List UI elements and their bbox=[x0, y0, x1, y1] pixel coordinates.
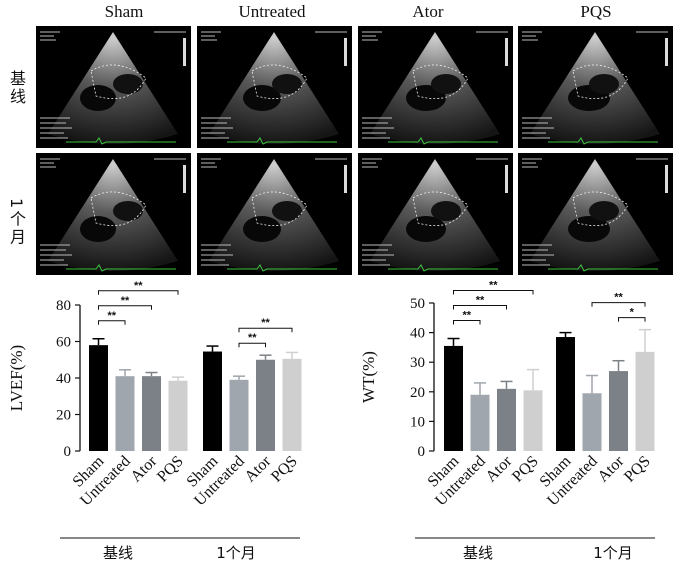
lvef-significance-bracket bbox=[238, 327, 293, 333]
wt-category-label: Ator bbox=[483, 452, 516, 485]
wt-y-tick-label: 30 bbox=[410, 355, 425, 371]
lvef-bar bbox=[203, 351, 222, 451]
wt-bar bbox=[635, 351, 655, 451]
wt-y-tick-label: 20 bbox=[410, 385, 425, 401]
lvef-y-tick-label: 80 bbox=[56, 298, 71, 314]
lvef-group-label: 基线 bbox=[103, 544, 133, 562]
lvef-category-label: Ator bbox=[128, 452, 161, 485]
col-header-untreated: Untreated bbox=[238, 2, 306, 21]
lvef-bar bbox=[282, 358, 302, 451]
wt-bar bbox=[556, 337, 575, 451]
lvef-y-axis-label: LVEF(%) bbox=[7, 345, 26, 411]
col-header-ator: Ator bbox=[412, 2, 444, 21]
echo-image-pqs-one-month bbox=[518, 153, 673, 275]
lvef-significance-label: ** bbox=[121, 295, 130, 307]
wt-category-label: PQS bbox=[509, 453, 542, 486]
wt-significance-bracket bbox=[453, 305, 507, 310]
lvef-bar bbox=[142, 376, 161, 451]
lvef-y-tick-label: 0 bbox=[64, 444, 72, 460]
wt-group-label: 基线 bbox=[463, 544, 493, 562]
wt-significance-bracket bbox=[453, 290, 534, 295]
lvef-bar bbox=[89, 345, 108, 451]
wt-bar bbox=[582, 393, 602, 451]
wt-significance-label: ** bbox=[489, 280, 498, 292]
lvef-significance-bracket bbox=[238, 342, 266, 348]
wt-bar bbox=[523, 390, 543, 451]
wt-y-axis-label: WT(%) bbox=[359, 351, 378, 403]
wt-significance-bracket bbox=[618, 317, 646, 322]
wt-category-label: PQS bbox=[621, 453, 654, 486]
lvef-bar bbox=[115, 376, 135, 451]
lvef-significance-label: ** bbox=[107, 310, 116, 322]
lvef-y-tick-label: 20 bbox=[56, 408, 71, 424]
wt-y-tick-label: 10 bbox=[410, 414, 425, 430]
echo-image-untreated-baseline bbox=[197, 26, 352, 148]
echo-image-ator-one-month bbox=[358, 153, 513, 275]
wt-y-tick-label: 50 bbox=[410, 296, 425, 312]
row-header-baseline: 基线 bbox=[7, 70, 26, 106]
wt-significance-label: ** bbox=[614, 292, 623, 304]
lvef-significance-bracket bbox=[98, 320, 126, 325]
row-header-one-month: 1个月 bbox=[7, 198, 26, 247]
echo-image-untreated-one-month bbox=[197, 153, 352, 275]
wt-significance-label: * bbox=[630, 307, 635, 319]
lvef-y-tick-label: 60 bbox=[56, 335, 71, 351]
lvef-category-label: PQS bbox=[154, 453, 187, 486]
echo-image-sham-one-month bbox=[36, 153, 191, 275]
echo-image-sham-baseline bbox=[36, 26, 191, 148]
lvef-category-label: PQS bbox=[268, 453, 301, 486]
lvef-y-tick-label: 40 bbox=[56, 371, 71, 387]
lvef-group-label: 1个月 bbox=[216, 544, 256, 562]
lvef-significance-label: ** bbox=[248, 332, 257, 344]
lvef-significance-bracket bbox=[98, 305, 152, 310]
echo-image-ator-baseline bbox=[358, 26, 513, 148]
lvef-bar bbox=[229, 379, 249, 451]
wt-bar bbox=[470, 394, 490, 451]
lvef-bar bbox=[256, 359, 275, 451]
wt-significance-label: ** bbox=[462, 310, 471, 322]
col-header-pqs: PQS bbox=[580, 2, 612, 21]
wt-bar bbox=[497, 388, 516, 451]
wt-y-tick-label: 0 bbox=[418, 444, 426, 460]
wt-y-tick-label: 40 bbox=[410, 326, 425, 342]
wt-category-label: Ator bbox=[595, 452, 628, 485]
wt-bar bbox=[444, 345, 463, 451]
echo-image-pqs-baseline bbox=[518, 26, 673, 148]
wt-significance-label: ** bbox=[476, 295, 485, 307]
lvef-category-label: Ator bbox=[242, 452, 275, 485]
wt-significance-bracket bbox=[453, 320, 481, 325]
wt-group-label: 1个月 bbox=[593, 544, 633, 562]
lvef-bar bbox=[168, 380, 188, 451]
col-header-sham: Sham bbox=[104, 2, 144, 21]
wt-significance-bracket bbox=[591, 302, 646, 307]
lvef-significance-bracket bbox=[98, 290, 179, 295]
lvef-significance-label: ** bbox=[134, 280, 143, 292]
lvef-significance-label: ** bbox=[261, 317, 270, 329]
wt-bar bbox=[609, 371, 628, 451]
